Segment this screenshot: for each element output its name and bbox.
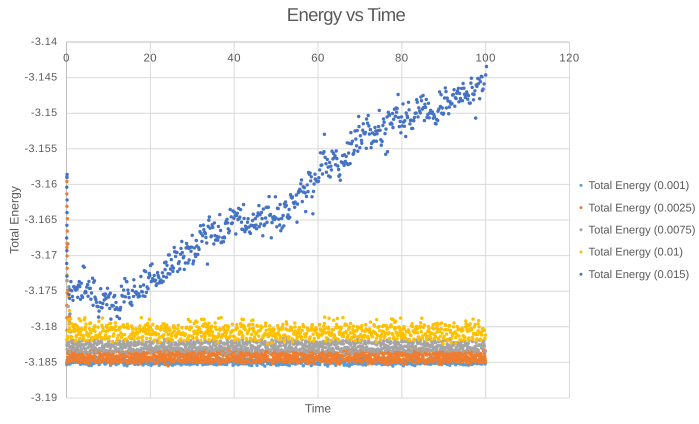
svg-text:120: 120 <box>559 52 579 64</box>
svg-text:Total Energy: Total Energy <box>8 185 22 254</box>
svg-text:-3.14: -3.14 <box>31 36 58 48</box>
svg-text:Total Energy (0.001): Total Energy (0.001) <box>589 180 690 192</box>
svg-text:-3.16: -3.16 <box>31 178 58 190</box>
svg-text:-3.185: -3.185 <box>24 356 57 368</box>
svg-text:-3.155: -3.155 <box>24 143 57 155</box>
svg-text:Total Energy (0.0075): Total Energy (0.0075) <box>589 225 696 237</box>
svg-text:60: 60 <box>311 52 325 64</box>
svg-text:-3.18: -3.18 <box>31 321 58 333</box>
svg-text:Energy vs Time: Energy vs Time <box>287 4 406 25</box>
svg-text:80: 80 <box>395 52 409 64</box>
svg-text:0: 0 <box>63 52 70 64</box>
svg-text:Total Energy (0.0025): Total Energy (0.0025) <box>589 202 696 214</box>
svg-text:20: 20 <box>144 52 158 64</box>
svg-text:Total Energy (0.015): Total Energy (0.015) <box>589 269 690 281</box>
svg-text:-3.15: -3.15 <box>31 107 58 119</box>
svg-text:100: 100 <box>476 52 496 64</box>
svg-text:-3.165: -3.165 <box>24 214 57 226</box>
svg-text:-3.175: -3.175 <box>24 285 57 297</box>
svg-text:40: 40 <box>227 52 241 64</box>
svg-text:-3.19: -3.19 <box>31 392 58 404</box>
svg-text:Time: Time <box>305 402 332 416</box>
svg-text:-3.17: -3.17 <box>31 250 58 262</box>
svg-text:-3.145: -3.145 <box>24 72 57 84</box>
svg-text:Total Energy (0.01): Total Energy (0.01) <box>589 247 684 259</box>
